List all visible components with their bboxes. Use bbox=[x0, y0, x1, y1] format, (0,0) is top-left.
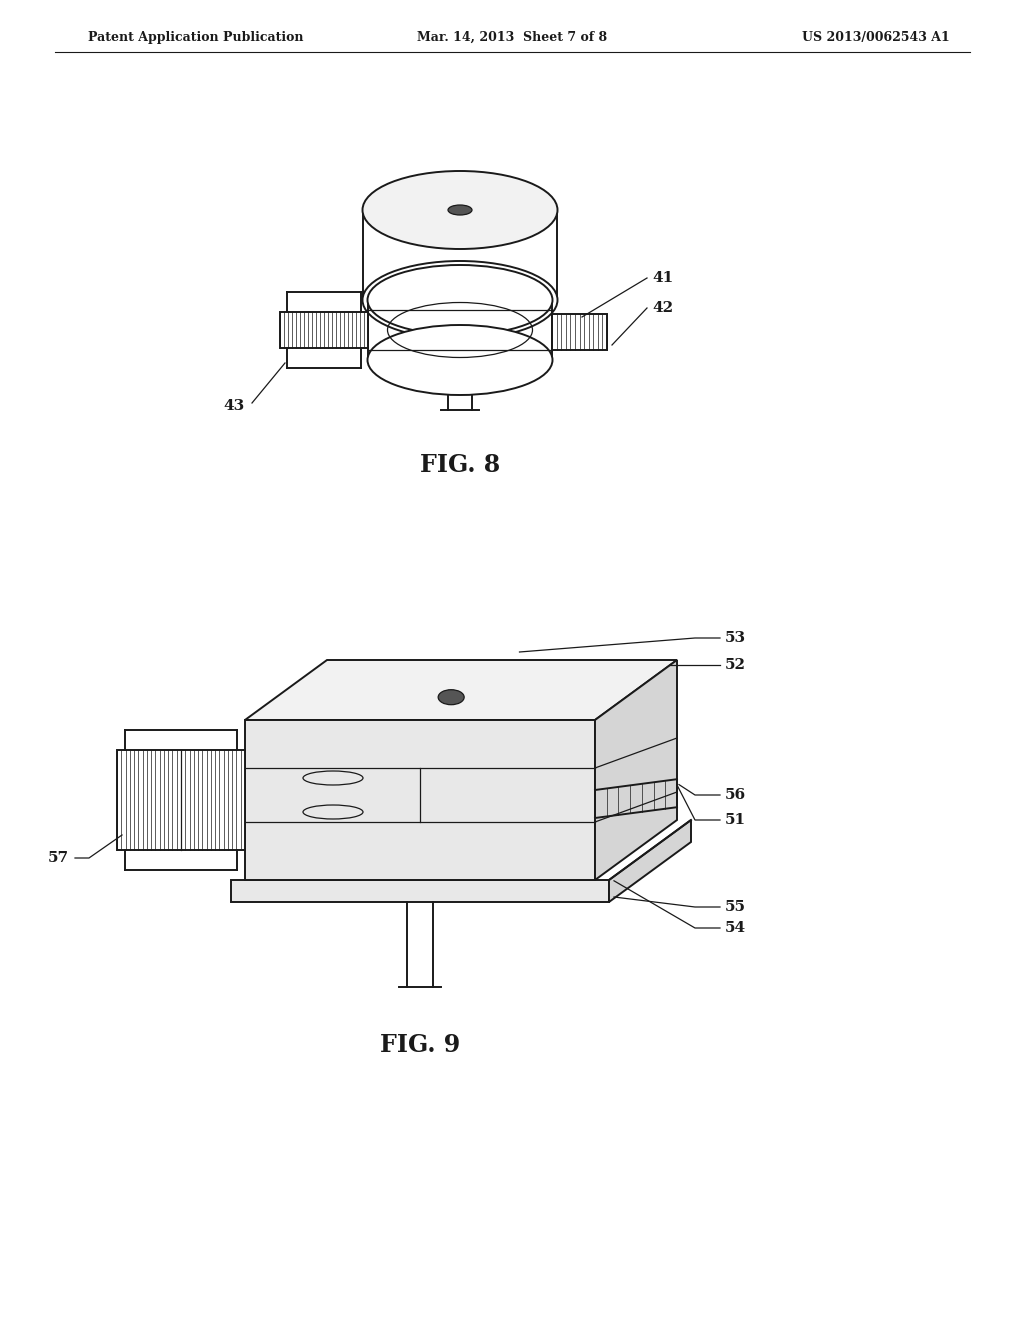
Text: US 2013/0062543 A1: US 2013/0062543 A1 bbox=[802, 30, 950, 44]
Bar bbox=[117, 750, 245, 850]
Ellipse shape bbox=[362, 172, 557, 249]
Text: 54: 54 bbox=[725, 921, 746, 935]
Polygon shape bbox=[609, 820, 691, 902]
Text: FIG. 8: FIG. 8 bbox=[420, 453, 500, 477]
Polygon shape bbox=[245, 660, 677, 719]
Polygon shape bbox=[245, 719, 595, 880]
Polygon shape bbox=[231, 880, 609, 902]
Text: 42: 42 bbox=[652, 301, 673, 315]
Text: 56: 56 bbox=[725, 788, 746, 803]
Ellipse shape bbox=[438, 689, 464, 705]
Text: 52: 52 bbox=[725, 657, 746, 672]
Text: 41: 41 bbox=[652, 271, 673, 285]
Text: 51: 51 bbox=[725, 813, 746, 828]
Text: Mar. 14, 2013  Sheet 7 of 8: Mar. 14, 2013 Sheet 7 of 8 bbox=[417, 30, 607, 44]
Text: 57: 57 bbox=[48, 851, 69, 865]
Bar bbox=[552, 314, 607, 350]
Text: FIG. 9: FIG. 9 bbox=[380, 1034, 460, 1057]
Polygon shape bbox=[595, 660, 677, 880]
Text: 55: 55 bbox=[725, 900, 746, 913]
Text: 53: 53 bbox=[725, 631, 746, 645]
Text: 43: 43 bbox=[224, 399, 245, 413]
Text: Patent Application Publication: Patent Application Publication bbox=[88, 30, 303, 44]
Ellipse shape bbox=[362, 261, 557, 339]
Bar bbox=[280, 312, 368, 348]
Ellipse shape bbox=[368, 325, 553, 395]
Ellipse shape bbox=[449, 205, 472, 215]
Ellipse shape bbox=[368, 265, 553, 335]
